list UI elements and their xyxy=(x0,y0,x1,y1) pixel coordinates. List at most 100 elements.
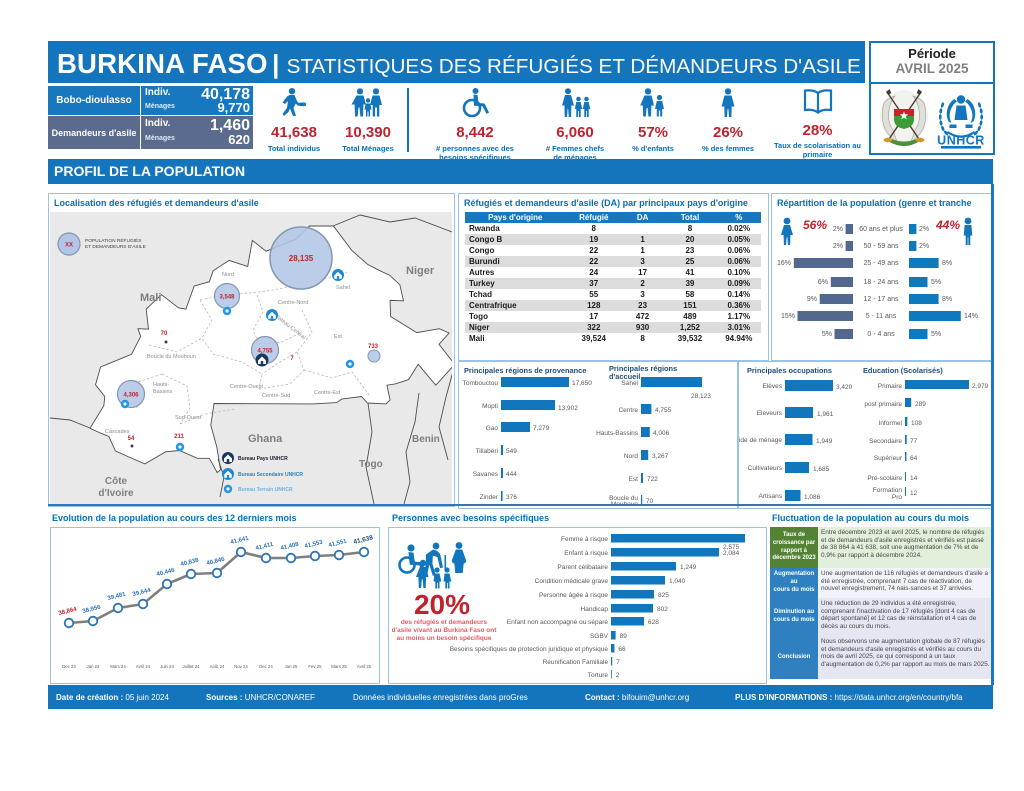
svg-text:des réfugiés et demandeurs: des réfugiés et demandeurs xyxy=(401,619,488,626)
svg-text:Gao: Gao xyxy=(486,425,499,432)
svg-text:40,846: 40,846 xyxy=(206,557,226,567)
svg-text:XX: XX xyxy=(65,243,73,249)
svg-text:41,411: 41,411 xyxy=(255,542,275,552)
svg-text:14%: 14% xyxy=(964,313,978,320)
svg-text:Centre-Est: Centre-Est xyxy=(314,390,341,396)
svg-text:376: 376 xyxy=(506,494,517,501)
svg-text:Bassins: Bassins xyxy=(153,389,173,395)
svg-text:Est: Est xyxy=(629,476,639,483)
svg-text:au moins un besoin spécifique: au moins un besoin spécifique xyxy=(397,635,492,642)
svg-text:Artisans: Artisans xyxy=(759,493,783,500)
svg-text:549: 549 xyxy=(506,448,517,455)
svg-text:40,446: 40,446 xyxy=(156,568,176,578)
svg-text:UNHCR: UNHCR xyxy=(937,134,985,148)
svg-text:Elèves: Elèves xyxy=(762,383,782,390)
svg-text:41,553: 41,553 xyxy=(304,540,324,550)
svg-text:Enfant à risque: Enfant à risque xyxy=(564,550,608,557)
svg-text:Tombouctou: Tombouctou xyxy=(463,380,499,387)
svg-text:3,548: 3,548 xyxy=(219,295,235,301)
svg-text:70: 70 xyxy=(646,498,654,505)
svg-text:733: 733 xyxy=(368,344,379,350)
svg-text:13,902: 13,902 xyxy=(558,405,578,412)
svg-text:1,249: 1,249 xyxy=(680,564,697,571)
svg-text:Condition médicale grave: Condition médicale grave xyxy=(535,578,609,585)
svg-text:1,949: 1,949 xyxy=(816,438,833,445)
svg-text:211: 211 xyxy=(174,434,184,440)
svg-text:5%: 5% xyxy=(822,331,832,338)
svg-text:Niger: Niger xyxy=(406,265,435,277)
svg-text:Sud-Ouest: Sud-Ouest xyxy=(175,415,202,421)
svg-text:7: 7 xyxy=(616,659,620,666)
svg-text:28,123: 28,123 xyxy=(691,393,711,400)
svg-text:Centre-Sud: Centre-Sud xyxy=(262,393,290,399)
svg-text:7: 7 xyxy=(290,356,294,362)
svg-text:Pré-scolaire: Pré-scolaire xyxy=(867,475,902,482)
svg-text:Hauts-: Hauts- xyxy=(153,382,169,388)
svg-text:Mars 24: Mars 24 xyxy=(110,664,126,669)
svg-text:2,084: 2,084 xyxy=(723,550,740,557)
svg-text:50 - 59 ans: 50 - 59 ans xyxy=(863,243,899,250)
svg-text:15%: 15% xyxy=(781,313,795,320)
svg-text:Aide de ménage: Aide de ménage xyxy=(739,437,782,444)
svg-text:722: 722 xyxy=(647,476,658,483)
svg-text:3,267: 3,267 xyxy=(652,453,669,460)
svg-text:12: 12 xyxy=(910,490,918,497)
svg-text:Nov 24: Nov 24 xyxy=(234,664,248,669)
svg-text:2%: 2% xyxy=(919,243,929,250)
svg-text:ET DEMANDEURS D'ASILE: ET DEMANDEURS D'ASILE xyxy=(85,244,146,250)
svg-text:44%: 44% xyxy=(935,218,960,232)
svg-text:Ghana: Ghana xyxy=(248,433,283,445)
svg-text:41,641: 41,641 xyxy=(230,536,250,546)
svg-text:Centre-Nord: Centre-Nord xyxy=(278,300,308,306)
svg-text:1,961: 1,961 xyxy=(817,411,834,418)
svg-text:41,551: 41,551 xyxy=(328,539,348,549)
svg-text:Mali: Mali xyxy=(140,292,161,304)
svg-text:2,575: 2,575 xyxy=(723,544,740,551)
svg-text:Mopti: Mopti xyxy=(482,403,498,410)
svg-text:Principales régions de provena: Principales régions de provenance xyxy=(464,366,586,375)
svg-text:Principales occupations: Principales occupations xyxy=(747,366,832,375)
svg-text:Supérieur: Supérieur xyxy=(874,455,903,462)
svg-text:Avril 24: Avril 24 xyxy=(136,664,151,669)
svg-text:Tillabéri: Tillabéri xyxy=(475,448,498,455)
svg-text:Femme à risque: Femme à risque xyxy=(561,536,608,543)
svg-text:Boucle du Mouhoun: Boucle du Mouhoun xyxy=(147,354,196,360)
svg-text:Juin 24: Juin 24 xyxy=(160,664,174,669)
svg-text:Boucle du: Boucle du xyxy=(609,495,638,502)
svg-text:Personne âgée à risque: Personne âgée à risque xyxy=(539,592,608,599)
svg-text:14: 14 xyxy=(910,475,918,482)
svg-text:Nord: Nord xyxy=(624,453,638,460)
svg-text:628: 628 xyxy=(648,619,659,626)
svg-text:6%: 6% xyxy=(818,279,828,286)
svg-text:4,755: 4,755 xyxy=(655,407,672,414)
svg-text:Education (Scolarisés): Education (Scolarisés) xyxy=(863,366,943,375)
svg-text:d'accueil: d'accueil xyxy=(609,372,640,381)
svg-text:5%: 5% xyxy=(931,279,941,286)
svg-text:Secondaire: Secondaire xyxy=(869,438,902,445)
svg-text:Dec 23: Dec 23 xyxy=(62,664,76,669)
svg-text:108: 108 xyxy=(911,420,922,427)
svg-text:Fev 25: Fev 25 xyxy=(308,664,322,669)
svg-text:4,755: 4,755 xyxy=(257,349,273,355)
svg-text:7,279: 7,279 xyxy=(533,425,550,432)
svg-text:Benin: Benin xyxy=(412,434,440,445)
svg-text:1,086: 1,086 xyxy=(804,494,821,501)
svg-text:60 ans et plus: 60 ans et plus xyxy=(859,226,903,233)
svg-text:1,685: 1,685 xyxy=(813,466,830,473)
svg-text:16%: 16% xyxy=(777,260,791,267)
svg-text:Réunification Familiale: Réunification Familiale xyxy=(543,659,609,666)
svg-text:825: 825 xyxy=(658,592,669,599)
svg-text:5%: 5% xyxy=(931,331,941,338)
svg-text:Informel: Informel xyxy=(879,420,903,427)
svg-text:Formation: Formation xyxy=(873,487,903,494)
svg-text:9%: 9% xyxy=(807,296,817,303)
svg-text:Est: Est xyxy=(334,334,342,340)
svg-text:25 - 49 ans: 25 - 49 ans xyxy=(863,260,899,267)
svg-text:Primaire: Primaire xyxy=(878,383,903,390)
svg-text:39,644: 39,644 xyxy=(132,588,152,598)
svg-text:54: 54 xyxy=(128,436,135,442)
svg-text:Bureau Secondaire UNHCR: Bureau Secondaire UNHCR xyxy=(238,472,303,478)
svg-text:17,650: 17,650 xyxy=(572,380,592,387)
svg-text:Parent célibataire: Parent célibataire xyxy=(557,564,608,571)
svg-text:Nord: Nord xyxy=(222,272,234,278)
